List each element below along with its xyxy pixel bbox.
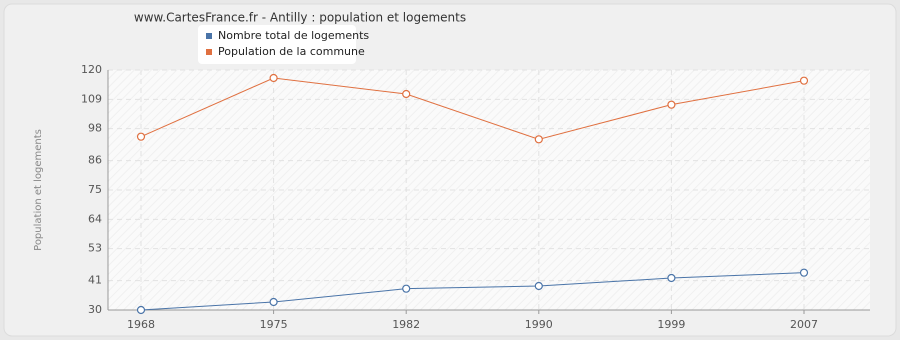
data-point (402, 89, 411, 99)
data-point (667, 100, 676, 109)
x-tick-label: 1990 (525, 318, 553, 331)
y-tick-label: 30 (88, 303, 102, 316)
data-point (799, 76, 809, 85)
x-tick-label: 1999 (657, 318, 685, 331)
data-point (269, 73, 278, 83)
legend-swatch (206, 49, 212, 55)
legend-label: Population de la commune (218, 45, 365, 58)
y-tick-label: 98 (88, 122, 102, 135)
x-tick-label: 1982 (392, 318, 420, 331)
x-tick-label: 2007 (790, 318, 818, 331)
data-point (534, 281, 543, 291)
legend-swatch (206, 33, 212, 39)
y-tick-label: 53 (88, 242, 102, 255)
x-tick-label: 1975 (260, 318, 288, 331)
y-tick-label: 86 (88, 154, 102, 167)
y-tick-label: 120 (81, 63, 102, 76)
y-tick-label: 41 (88, 274, 102, 287)
data-point (534, 135, 543, 144)
x-tick-label: 1968 (127, 318, 155, 331)
y-tick-label: 75 (88, 183, 102, 196)
legend (198, 25, 356, 64)
data-point (667, 273, 676, 283)
chart-title: www.CartesFrance.fr - Antilly : populati… (134, 11, 466, 25)
data-point (269, 297, 278, 307)
y-tick-label: 109 (81, 92, 102, 105)
data-point (402, 284, 411, 293)
series-line (140, 272, 805, 311)
data-point (136, 132, 146, 141)
y-tick-label: 64 (88, 212, 102, 225)
data-point (799, 268, 809, 277)
data-point (136, 305, 146, 315)
legend-label: Nombre total de logements (218, 29, 369, 42)
y-axis-label: Population et logements (33, 129, 44, 251)
series-line (140, 77, 805, 140)
